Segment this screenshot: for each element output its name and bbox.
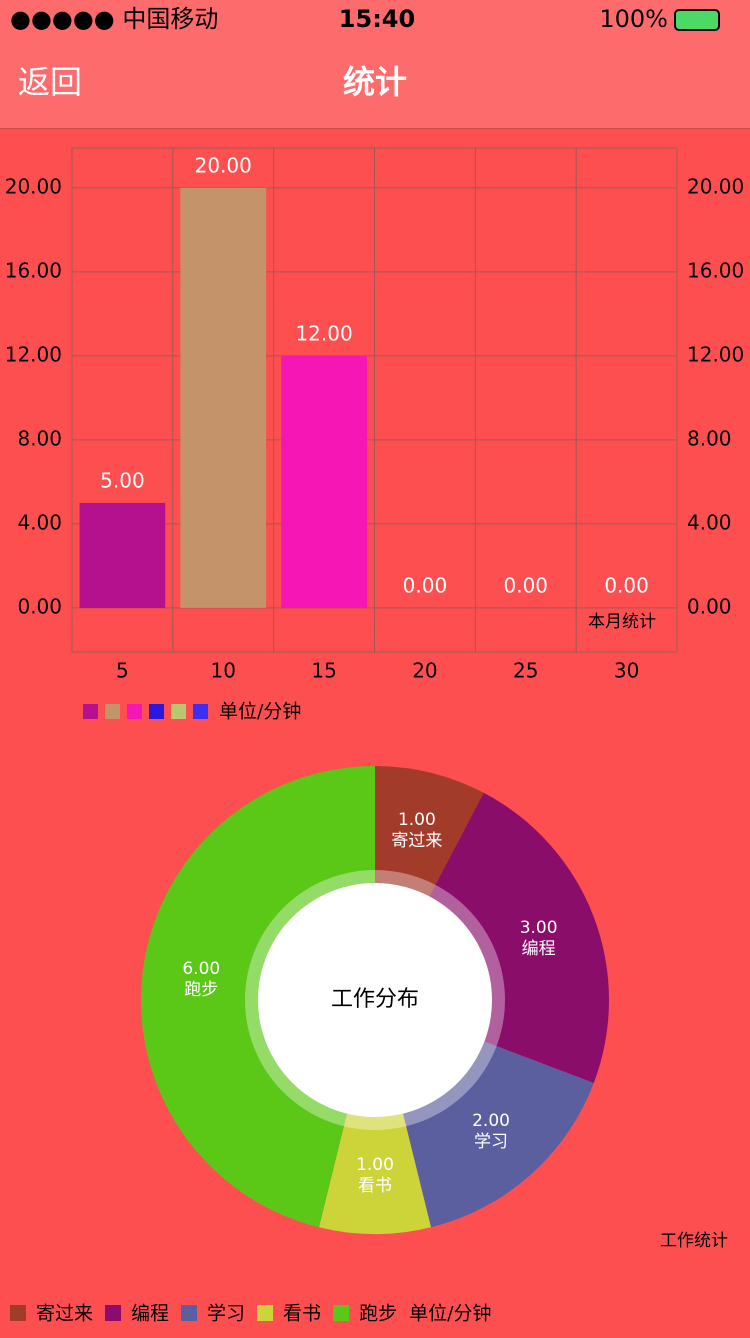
x-tick-label: 10 [211,659,236,683]
annotation: 工作统计 [660,1231,728,1251]
y-tick-label: 8.00 [17,426,62,450]
battery-text: 100% [599,5,668,33]
legend-unit: 单位/分钟 [409,1303,491,1325]
slice-name-label: 学习 [474,1132,508,1152]
legend-swatch [83,704,98,719]
x-tick-label: 30 [614,659,639,683]
back-button[interactable]: 返回 [18,63,82,101]
legend-swatch [105,1305,122,1321]
nav-title: 统计 [343,63,407,101]
battery-icon [674,9,720,31]
slice-name-label: 跑步 [184,980,218,1000]
legend-swatch [333,1305,350,1321]
value-label: 0.00 [604,573,649,597]
x-tick-label: 25 [513,659,538,683]
legend-label: 编程 [131,1303,169,1325]
y-tick-label: 4.00 [17,510,62,534]
annotation: 本月统计 [588,612,656,632]
legend-swatch [171,704,186,719]
y2-tick-label: 8.00 [687,426,732,450]
legend-label: 跑步 [359,1303,397,1325]
y-tick-label: 16.00 [5,258,62,282]
value-label: 0.00 [503,573,548,597]
value-label: 0.00 [403,573,448,597]
donut-hole [258,883,492,1117]
header-bg [0,0,750,128]
slice-value-label: 2.00 [472,1111,510,1131]
center-text: 工作分布 [331,987,419,1012]
legend-swatch [149,704,164,719]
value-label: 20.00 [195,153,252,177]
slice-value-label: 3.00 [520,918,558,938]
pie-slice [140,766,375,1228]
x-tick-label: 15 [311,659,336,683]
y2-tick-label: 12.00 [687,342,744,366]
value-label: 5.00 [100,468,145,492]
legend-swatch [257,1305,274,1321]
y2-tick-label: 16.00 [687,258,744,282]
slice-name-label: 编程 [522,939,556,959]
slice-value-label: 6.00 [182,959,220,979]
slice-name-label: 看书 [358,1176,392,1196]
legend-swatch [193,704,208,719]
bar [79,502,166,608]
legend-swatch [127,704,142,719]
slice-name-label: 寄过来 [391,831,442,851]
legend-swatch [105,704,120,719]
y-tick-label: 20.00 [5,174,62,198]
legend-swatch [10,1305,26,1321]
slice-value-label: 1.00 [356,1155,394,1175]
legend-label: 学习 [207,1303,245,1325]
y2-tick-label: 0.00 [687,594,732,618]
value-label: 12.00 [295,321,352,345]
slice-value-label: 1.00 [398,810,436,830]
y2-tick-label: 4.00 [687,510,732,534]
legend-unit: 单位/分钟 [219,701,301,723]
legend-swatch [181,1305,198,1321]
x-tick-label: 5 [116,659,129,683]
bar [281,355,367,608]
y-tick-label: 12.00 [5,342,62,366]
x-tick-label: 20 [412,659,437,683]
time: 15:40 [339,5,415,33]
legend-label: 看书 [283,1303,321,1325]
carrier: ●●●●● 中国移动 [10,5,218,33]
y2-tick-label: 20.00 [687,174,744,198]
y-tick-label: 0.00 [17,594,62,618]
bar [180,187,267,608]
legend-label: 寄过来 [36,1303,93,1325]
